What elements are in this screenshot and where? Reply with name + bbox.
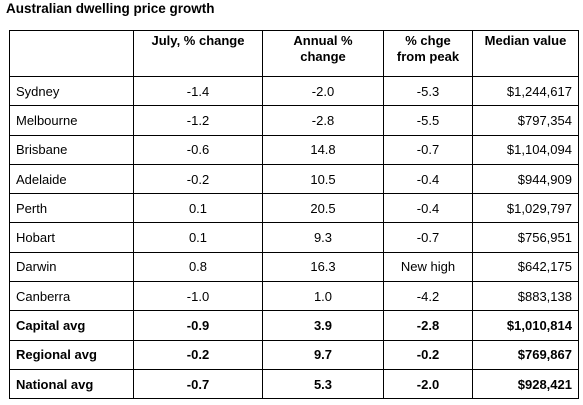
table-cell: $1,104,094	[472, 134, 579, 165]
table-row: Perth 0.1 20.5 -0.4 $1,029,797	[9, 193, 579, 224]
table-cell: -5.3	[383, 75, 473, 107]
table-cell: -1.0	[133, 281, 263, 312]
table-cell: -2.0	[383, 368, 473, 400]
table-row: Adelaide -0.2 10.5 -0.4 $944,909	[9, 163, 579, 195]
table-cell: -0.7	[383, 222, 473, 253]
table-cell: -0.2	[133, 339, 263, 370]
header-row: July, % change Annual % change% chge from…	[9, 30, 579, 77]
table-cell: Brisbane	[9, 134, 134, 165]
table-cell: -0.2	[133, 163, 263, 195]
table-cell: -0.4	[383, 193, 473, 224]
table-cell: $1,010,814	[472, 310, 579, 341]
table-cell: 9.3	[262, 222, 384, 253]
table-cell: 16.3	[262, 251, 384, 283]
table-cell: -0.2	[383, 339, 473, 370]
table-cell: New high	[383, 251, 473, 283]
title: Australian dwelling price growth	[6, 1, 215, 16]
table-cell: -2.8	[262, 105, 384, 136]
table-cell: Adelaide	[9, 163, 134, 195]
table-cell: -1.4	[133, 75, 263, 107]
table-cell: 1.0	[262, 281, 384, 312]
table-cell: 14.8	[262, 134, 384, 165]
table-cell: 0.1	[133, 222, 263, 253]
table-row: National avg -0.7 5.3 -2.0 $928,421	[9, 368, 579, 400]
table-cell: Perth	[9, 193, 134, 224]
table-cell: $1,029,797	[472, 193, 579, 224]
header-cell: % chge from peak	[383, 30, 473, 77]
table-row: Hobart 0.1 9.3 -0.7 $756,951	[9, 222, 579, 253]
table-cell: $642,175	[472, 251, 579, 283]
table-cell: -1.2	[133, 105, 263, 136]
table-cell: Darwin	[9, 251, 134, 283]
table-row: Brisbane -0.6 14.8 -0.7 $1,104,094	[9, 134, 579, 165]
table-cell: -0.4	[383, 163, 473, 195]
table-cell: -0.9	[133, 310, 263, 341]
table-cell: -0.6	[133, 134, 263, 165]
table-cell: 5.3	[262, 368, 384, 400]
table-row: Capital avg -0.9 3.9 -2.8 $1,010,814	[9, 310, 579, 341]
table-cell: National avg	[9, 368, 134, 400]
table-cell: Canberra	[9, 281, 134, 312]
table-cell: $797,354	[472, 105, 579, 136]
table-cell: $769,867	[472, 339, 579, 370]
table-cell: -2.0	[262, 75, 384, 107]
table-cell: 20.5	[262, 193, 384, 224]
table-cell: $944,909	[472, 163, 579, 195]
table-row: Sydney -1.4 -2.0 -5.3 $1,244,617	[9, 75, 579, 107]
table-row: Melbourne -1.2 -2.8 -5.5 $797,354	[9, 105, 579, 136]
header-cell: Annual % change	[262, 30, 384, 77]
header-cell	[9, 30, 134, 77]
table-cell: -4.2	[383, 281, 473, 312]
table-cell: Regional avg	[9, 339, 134, 370]
table-row: Darwin 0.8 16.3 New high $642,175	[9, 251, 579, 283]
price-table: July, % change Annual % change% chge from…	[9, 30, 579, 400]
table-cell: -2.8	[383, 310, 473, 341]
table-row: Regional avg -0.2 9.7 -0.2 $769,867	[9, 339, 579, 370]
table-cell: Hobart	[9, 222, 134, 253]
header-cell: Median value	[472, 30, 579, 77]
table-cell: -0.7	[133, 368, 263, 400]
table-cell: 0.1	[133, 193, 263, 224]
table-row: Canberra -1.0 1.0 -4.2 $883,138	[9, 281, 579, 312]
table-cell: 10.5	[262, 163, 384, 195]
table-cell: $928,421	[472, 368, 579, 400]
table-cell: $1,244,617	[472, 75, 579, 107]
table-cell: $756,951	[472, 222, 579, 253]
table-cell: -5.5	[383, 105, 473, 136]
table-cell: 9.7	[262, 339, 384, 370]
table-cell: Sydney	[9, 75, 134, 107]
table-cell: Capital avg	[9, 310, 134, 341]
table-cell: 0.8	[133, 251, 263, 283]
table-cell: -0.7	[383, 134, 473, 165]
table-cell: $883,138	[472, 281, 579, 312]
header-cell: July, % change	[133, 30, 263, 77]
table-cell: Melbourne	[9, 105, 134, 136]
table-cell: 3.9	[262, 310, 384, 341]
